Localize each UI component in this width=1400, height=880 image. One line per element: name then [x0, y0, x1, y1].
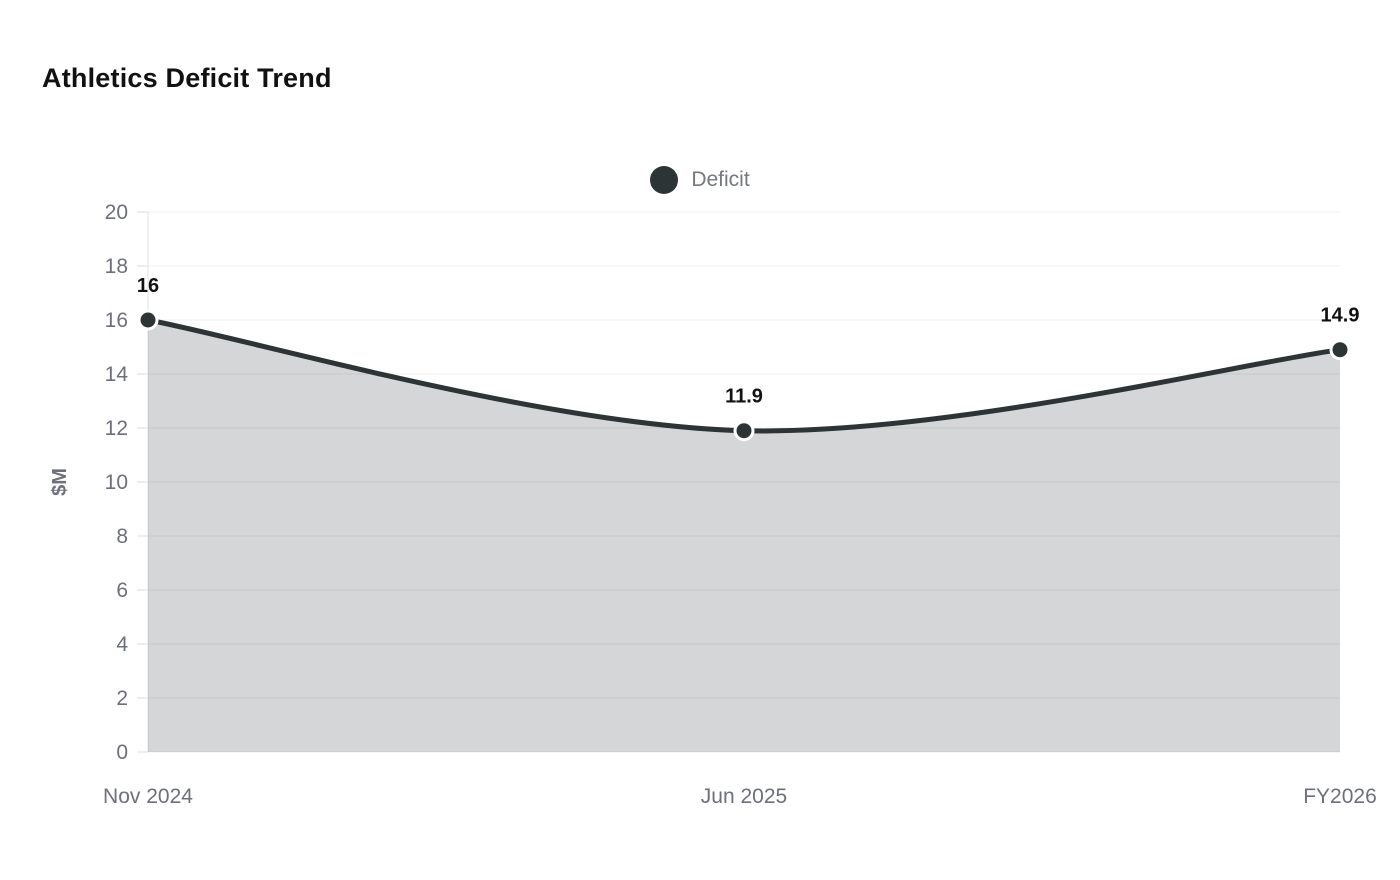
y-tick-label: 10: [105, 471, 128, 494]
data-point-label: 11.9: [725, 386, 763, 408]
y-tick-label: 20: [105, 201, 128, 224]
data-point-label: 16: [137, 275, 159, 297]
x-axis-label: FY2026: [1303, 785, 1377, 808]
y-tick-label: 16: [105, 309, 128, 332]
y-tick-label: 8: [116, 525, 128, 548]
y-tick-label: 12: [105, 417, 128, 440]
legend-marker-icon: [650, 166, 679, 194]
legend-label: Deficit: [691, 168, 750, 191]
x-axis-label: Nov 2024: [103, 785, 193, 808]
area-fill: [148, 320, 1340, 752]
x-axis-label: Jun 2025: [701, 785, 787, 808]
y-tick-label: 6: [116, 579, 128, 602]
data-point-marker[interactable]: [1329, 339, 1351, 361]
y-axis-title: $M: [49, 468, 71, 496]
data-point-marker[interactable]: [733, 420, 755, 442]
y-tick-label: 14: [105, 363, 129, 386]
y-tick-label: 4: [116, 633, 128, 656]
chart-title: Athletics Deficit Trend: [42, 63, 332, 93]
data-point-marker[interactable]: [137, 309, 159, 331]
legend-item-deficit[interactable]: Deficit: [650, 166, 750, 194]
y-tick-label: 0: [116, 741, 128, 764]
legend: Deficit: [0, 166, 1400, 194]
y-tick-label: 18: [105, 255, 128, 278]
data-point-label: 14.9: [1321, 305, 1360, 327]
y-tick-label: 2: [116, 687, 128, 710]
